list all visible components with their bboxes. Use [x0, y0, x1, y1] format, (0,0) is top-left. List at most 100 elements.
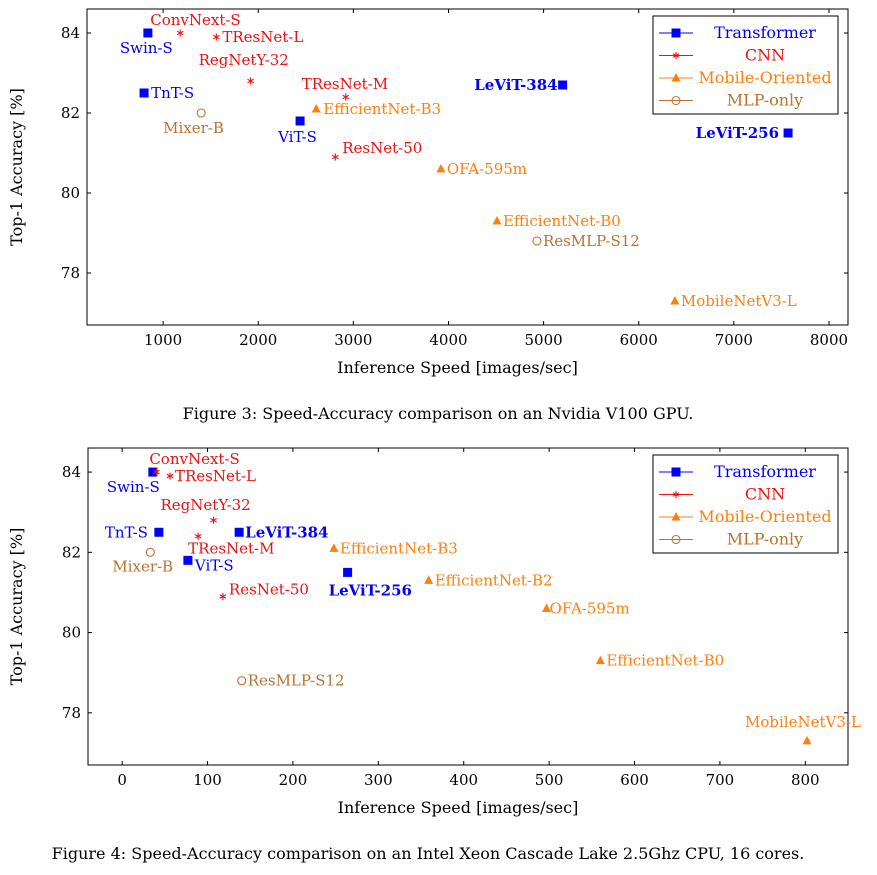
point-mixer-b — [145, 547, 155, 557]
legend-marker-cnn — [672, 490, 680, 499]
point-label-efficientnet-b3: EfficientNet-B3 — [340, 539, 458, 557]
point-tnt-s — [139, 88, 149, 98]
point-label-levit-256: LeViT-256 — [696, 124, 779, 142]
speed-accuracy-chart-gpu: 1000 2000 3000 4000 5000 6000 7000 8000 78 80 82 84… — [7, 8, 849, 377]
point-tresnet-l — [166, 472, 174, 480]
point-label-resmlp-s12: ResMLP-S12 — [543, 232, 640, 250]
point-label-efficientnet-b2: EfficientNet-B2 — [435, 571, 553, 589]
point-label-tnt-s: TnT-S — [105, 523, 148, 541]
point-label-vit-s: ViT-S — [194, 556, 234, 574]
point-levit-384 — [558, 80, 568, 90]
point-label-tresnet-m: TResNet-M — [302, 75, 388, 93]
x-tick-label: 500 — [535, 771, 564, 789]
x-axis-label: Inference Speed [images/sec] — [337, 358, 578, 377]
point-label-efficientnet-b0: EfficientNet-B0 — [503, 212, 621, 230]
point-regnety-32 — [210, 516, 217, 524]
point-vit-s — [183, 555, 193, 565]
legend-marker-mobile-oriented — [671, 512, 681, 521]
point-label-mobilenetv3-l: MobileNetV3-L — [681, 292, 797, 310]
speed-accuracy-chart-cpu: 0 100 200 300 400 500 600 700 800 78 80 82 84 Inferen… — [7, 447, 861, 817]
x-tick-label: 7000 — [715, 331, 753, 349]
y-tick-label: 82 — [61, 104, 80, 122]
point-label-levit-384: LeViT-384 — [474, 76, 557, 94]
point-label-efficientnet-b0: EfficientNet-B0 — [606, 652, 724, 670]
point-resmlp-s12 — [237, 676, 247, 686]
point-ofa-595m — [542, 603, 552, 613]
point-label-tnt-s: TnT-S — [151, 84, 194, 102]
point-mobilenetv3-l — [670, 296, 680, 305]
y-tick-label: 82 — [62, 543, 81, 561]
y-axis-label: Top-1 Accuracy [%] — [7, 88, 26, 246]
y-tick-label: 80 — [61, 184, 80, 202]
point-mobilenetv3-l — [802, 735, 812, 745]
y-tick-label: 84 — [61, 24, 80, 42]
point-label-vit-s: ViT-S — [277, 128, 317, 146]
x-tick-label: 8000 — [810, 331, 848, 349]
point-label-levit-256: LeViT-256 — [329, 581, 412, 599]
legend-marker-transformer — [671, 467, 681, 477]
point-label-convnext-s: ConvNext-S — [149, 450, 239, 468]
point-label-mixer-b: Mixer-B — [163, 119, 224, 137]
point-label-efficientnet-b3: EfficientNet-B3 — [323, 100, 441, 118]
y-tick-label: 78 — [61, 264, 80, 282]
point-label-resnet-50: ResNet-50 — [229, 580, 309, 598]
point-label-convnext-s: ConvNext-S — [150, 11, 240, 29]
x-tick-label: 100 — [193, 771, 222, 789]
legend-label-mlp-only: MLP-only — [727, 530, 803, 549]
point-ofa-595m — [436, 164, 446, 173]
legend: Transformer CNN Mobile-Oriented MLP-only — [652, 15, 839, 115]
x-tick-label: 6000 — [620, 331, 658, 349]
point-efficientnet-b3 — [311, 104, 321, 113]
point-label-tresnet-m: TResNet-M — [188, 539, 274, 557]
point-resnet-50 — [331, 153, 339, 161]
point-label-ofa-595m: OFA-595m — [447, 160, 527, 178]
x-tick-label: 4000 — [429, 331, 467, 349]
legend: Transformer CNN Mobile-Oriented MLP-only — [652, 454, 839, 554]
point-label-resmlp-s12: ResMLP-S12 — [248, 672, 345, 690]
point-levit-384 — [234, 527, 244, 537]
legend-marker-mobile-oriented — [671, 73, 681, 82]
point-swin-s — [143, 28, 153, 38]
y-axis-label: Top-1 Accuracy [%] — [7, 528, 26, 686]
x-tick-label: 400 — [449, 771, 478, 789]
legend-label-mlp-only: MLP-only — [727, 91, 803, 110]
legend-marker-transformer — [671, 28, 681, 38]
point-mixer-b — [196, 108, 206, 118]
legend-box — [652, 454, 839, 554]
legend-label-cnn: CNN — [745, 485, 785, 504]
y-tick-label: 84 — [62, 463, 81, 481]
y-tick-label: 80 — [62, 624, 81, 642]
point-resnet-50 — [219, 592, 227, 601]
x-tick-label: 200 — [279, 771, 308, 789]
point-levit-256 — [783, 128, 793, 138]
point-efficientnet-b0 — [595, 655, 605, 665]
point-label-ofa-595m: OFA-595m — [550, 600, 630, 618]
x-tick-label: 1000 — [144, 331, 182, 349]
legend-marker-mlp-only — [671, 534, 681, 545]
legend-label-mobile-oriented: Mobile-Oriented — [698, 68, 831, 87]
point-tnt-s — [154, 527, 164, 537]
legend-marker-mlp-only — [671, 95, 681, 106]
point-label-mixer-b: Mixer-B — [112, 557, 173, 575]
legend-label-transformer: Transformer — [714, 23, 816, 42]
point-vit-s — [295, 116, 305, 126]
point-tresnet-l — [212, 33, 220, 41]
x-axis-label: Inference Speed [images/sec] — [338, 798, 579, 817]
point-label-swin-s: Swin-S — [120, 39, 173, 57]
point-swin-s — [148, 467, 158, 477]
point-efficientnet-b0 — [492, 216, 502, 225]
x-tick-label: 0 — [117, 771, 127, 789]
point-efficientnet-b3 — [329, 543, 339, 552]
point-label-resnet-50: ResNet-50 — [342, 139, 422, 157]
point-regnety-32 — [247, 77, 255, 85]
point-label-regnety-32: RegNetY-32 — [161, 496, 251, 514]
point-levit-256 — [343, 567, 353, 577]
point-label-mobilenetv3-l: MobileNetV3-L — [745, 713, 861, 731]
legend-label-cnn: CNN — [745, 46, 785, 65]
point-convnext-s — [176, 29, 184, 37]
point-tresnet-m — [342, 93, 350, 101]
point-label-regnety-32: RegNetY-32 — [199, 51, 289, 69]
point-label-levit-384: LeViT-384 — [245, 523, 328, 541]
x-tick-label: 600 — [620, 771, 649, 789]
